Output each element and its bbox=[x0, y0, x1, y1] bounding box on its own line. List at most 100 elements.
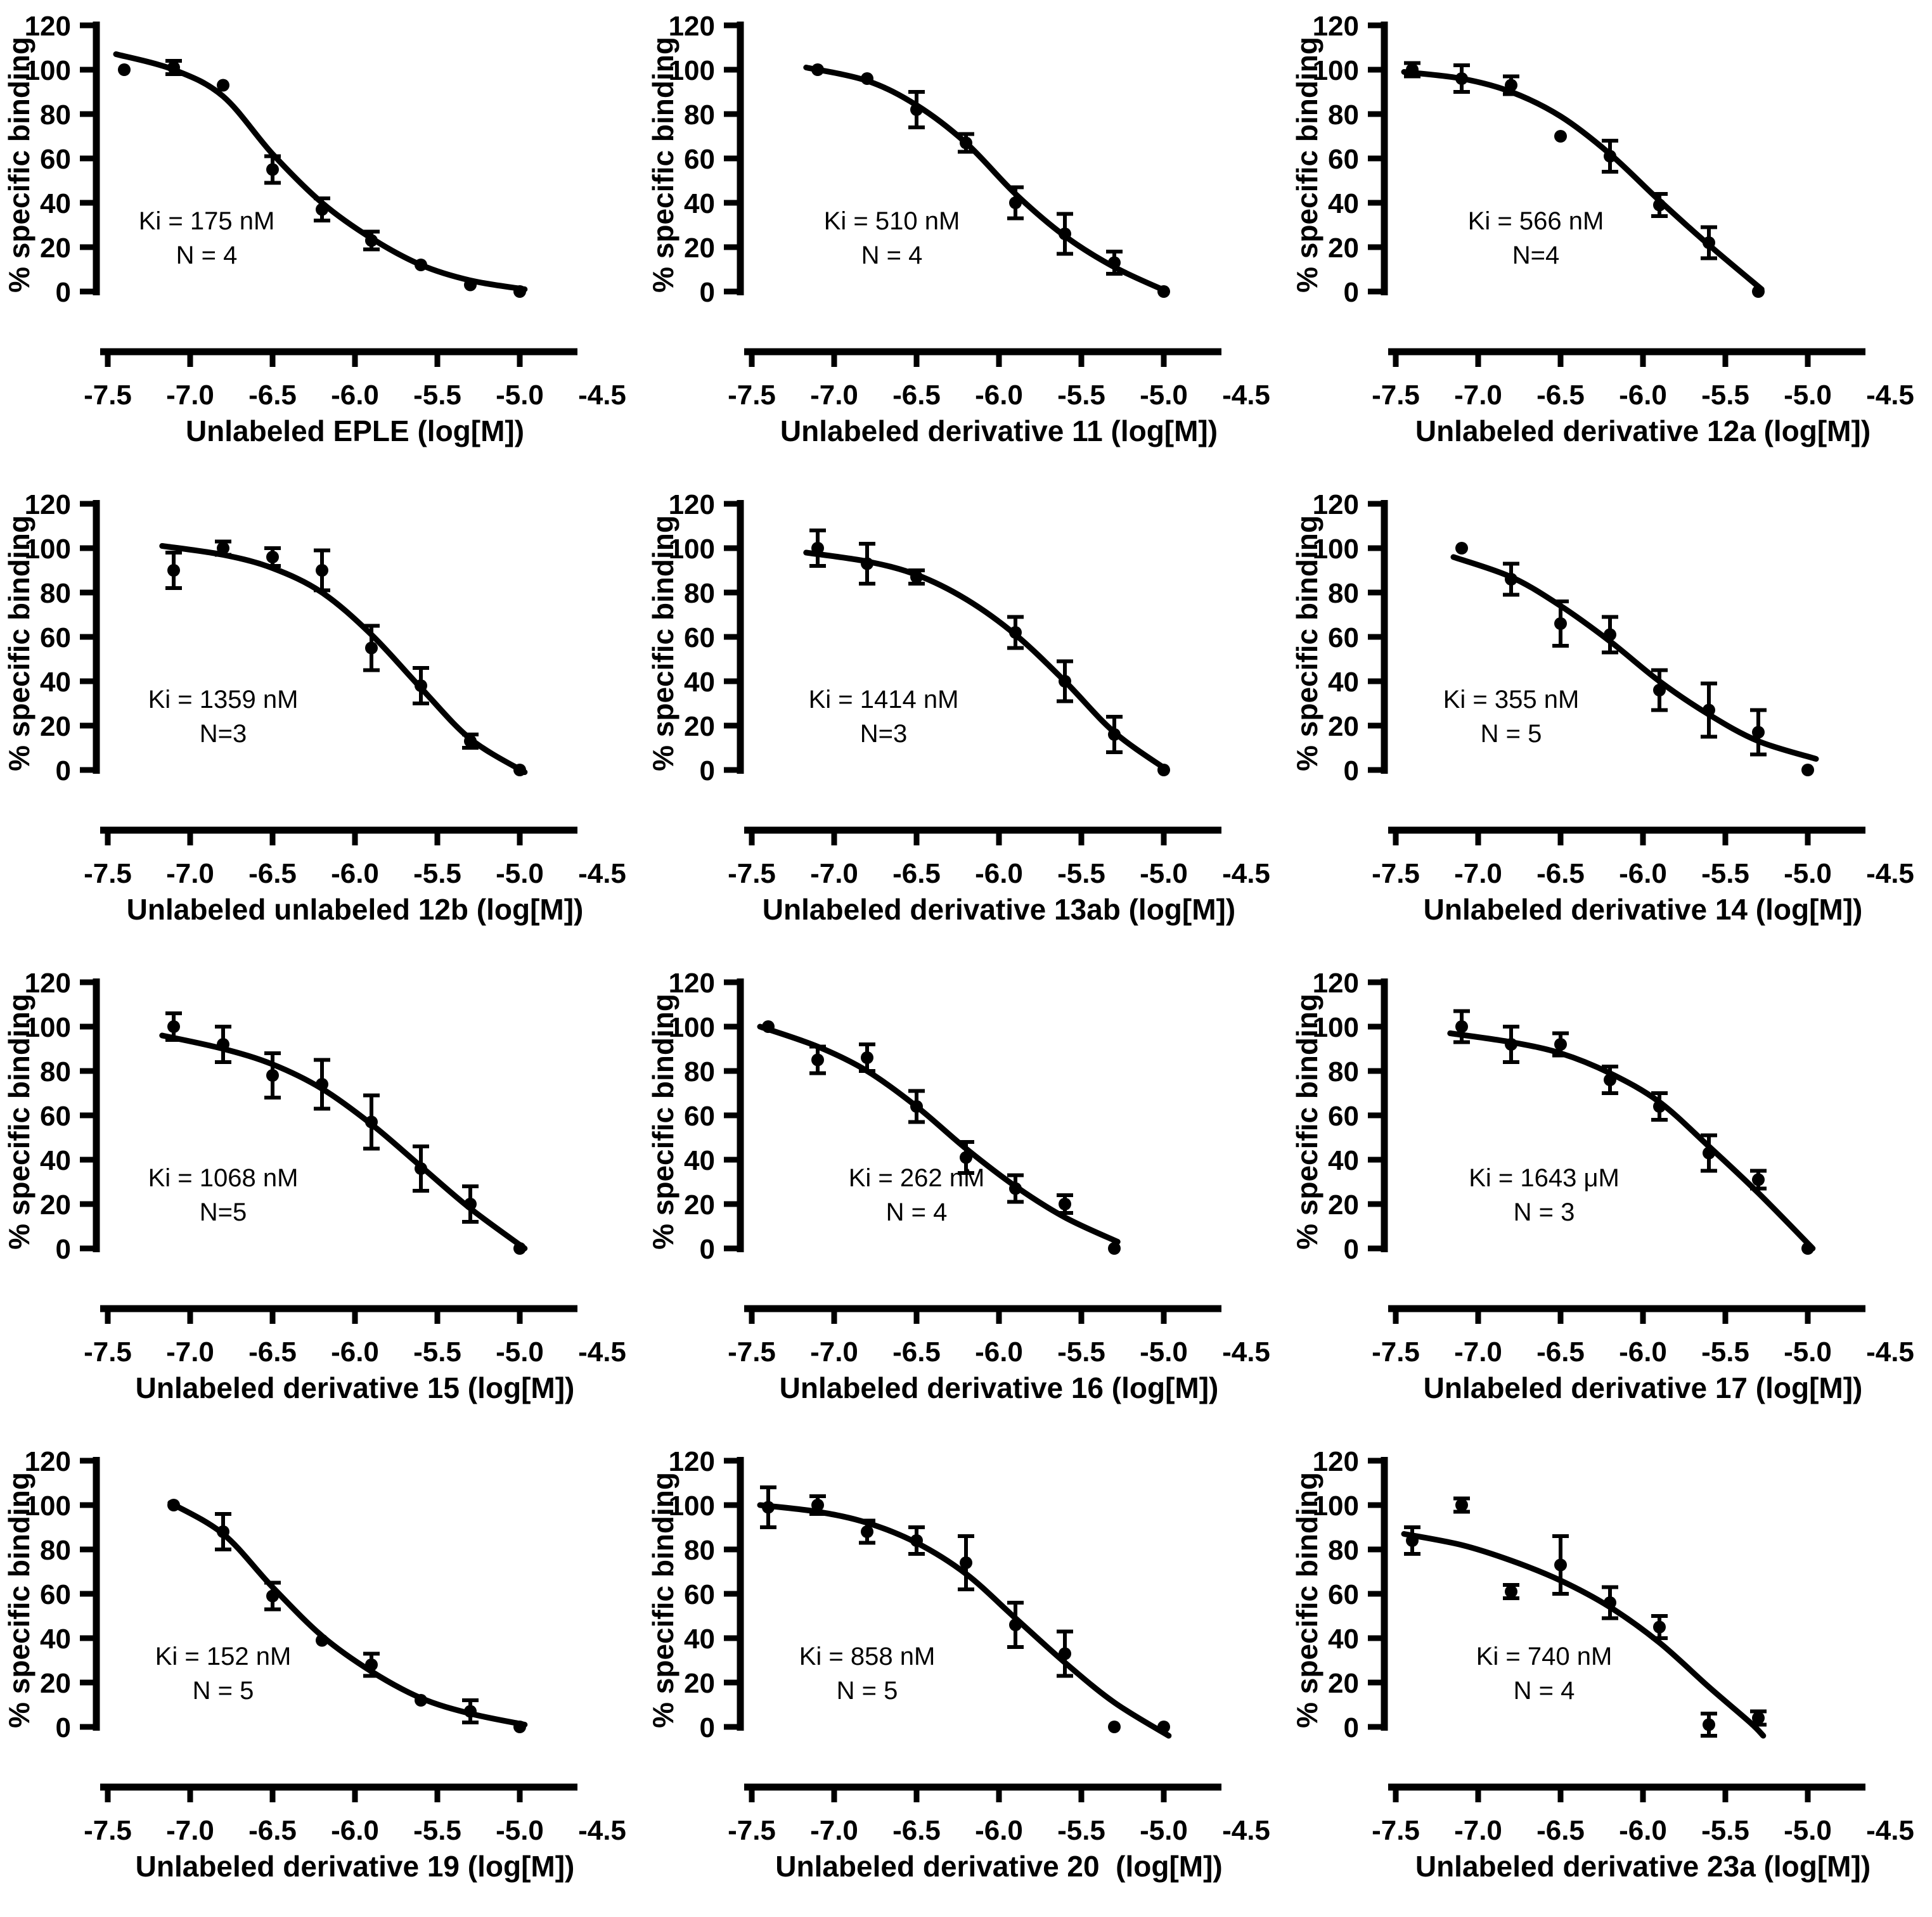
x-axis-title: Unlabeled EPLE (log[M]) bbox=[186, 414, 524, 447]
x-axis-title: Unlabeled derivative 17 (log[M]) bbox=[1424, 1371, 1863, 1404]
y-tick-label: 0 bbox=[700, 1712, 715, 1743]
y-tick-label: 0 bbox=[56, 755, 71, 786]
y-tick-label: 40 bbox=[40, 667, 71, 698]
fit-curve bbox=[757, 1023, 1121, 1245]
data-point bbox=[1009, 1182, 1022, 1195]
x-tick-label: -6.0 bbox=[331, 380, 379, 411]
y-tick-label: 120 bbox=[1313, 968, 1359, 999]
data-point bbox=[1752, 1173, 1765, 1186]
y-tick-label: 40 bbox=[40, 188, 71, 219]
y-tick-label: 40 bbox=[684, 1145, 715, 1176]
data-point bbox=[811, 1053, 824, 1067]
data-point bbox=[415, 259, 427, 271]
data-series bbox=[167, 1499, 526, 1733]
x-tick-label: -4.5 bbox=[1222, 380, 1270, 411]
ki-annotation: Ki = 355 nM bbox=[1443, 686, 1580, 714]
data-point bbox=[415, 1162, 427, 1175]
data-point bbox=[415, 1694, 427, 1707]
x-tick-label: -6.0 bbox=[1619, 380, 1667, 411]
y-tick-label: 80 bbox=[1328, 99, 1359, 131]
panel-derivative-15: 0 20 40 60 80 100 120 -7.5 -7.0 -6.5 -6.0 -5.5 -5.0 -… bbox=[0, 957, 644, 1435]
y-tick-label: 40 bbox=[40, 1624, 71, 1655]
data-point bbox=[1505, 79, 1517, 92]
data-point bbox=[811, 1499, 824, 1511]
x-tick-label: -5.0 bbox=[496, 1815, 544, 1846]
x-tick-label: -7.5 bbox=[84, 858, 132, 889]
data-point bbox=[1505, 573, 1517, 586]
y-tick-label: 0 bbox=[56, 277, 71, 308]
data-point bbox=[1801, 1242, 1814, 1255]
data-point bbox=[762, 1020, 775, 1033]
panel-derivative-17: 0 20 40 60 80 100 120 -7.5 -7.0 -6.5 -6.0 -5.5 -5.0 -… bbox=[1288, 957, 1932, 1435]
y-tick-label: 20 bbox=[684, 1668, 715, 1699]
y-tick-label: 100 bbox=[25, 1491, 71, 1522]
data-point bbox=[464, 278, 477, 292]
y-tick-label: 60 bbox=[40, 622, 71, 653]
error-bars bbox=[809, 529, 1123, 754]
data-point bbox=[1505, 1585, 1517, 1598]
y-tick-label: 100 bbox=[669, 1491, 715, 1522]
x-tick-label: -7.0 bbox=[1454, 1815, 1502, 1846]
y-tick-label: 120 bbox=[25, 968, 71, 999]
data-point bbox=[167, 1499, 180, 1511]
data-point bbox=[861, 72, 873, 85]
x-tick-label: -5.0 bbox=[496, 1337, 544, 1368]
data-point bbox=[762, 1501, 775, 1514]
x-tick-label: -6.5 bbox=[1536, 1337, 1585, 1368]
data-point bbox=[118, 63, 131, 76]
data-point bbox=[167, 61, 180, 74]
y-tick-label: 40 bbox=[1328, 1624, 1359, 1655]
panel-derivative-12a: 0 20 40 60 80 100 120 -7.5 -7.0 -6.5 -6.0 -5.5 -5.0 -… bbox=[1288, 0, 1932, 478]
data-point bbox=[811, 63, 824, 76]
data-point bbox=[365, 234, 378, 247]
y-axis-title: % specific binding bbox=[647, 1472, 679, 1728]
data-point bbox=[365, 1658, 378, 1671]
fit-curve bbox=[1447, 1030, 1816, 1252]
y-axis-title: % specific binding bbox=[3, 515, 35, 771]
panel-derivative-19-chart: 0 20 40 60 80 100 120 -7.5 -7.0 -6.5 -6.0 -5.5 -5.0 -… bbox=[3, 1446, 626, 1883]
data-point bbox=[1703, 236, 1715, 249]
y-tick-label: 20 bbox=[684, 233, 715, 264]
error-bars bbox=[215, 1512, 479, 1724]
data-point bbox=[266, 1069, 279, 1082]
y-tick-label: 100 bbox=[25, 534, 71, 565]
x-tick-label: -6.0 bbox=[975, 380, 1023, 411]
data-point bbox=[365, 1115, 378, 1129]
y-tick-label: 120 bbox=[25, 1446, 71, 1477]
y-tick-label: 100 bbox=[669, 534, 715, 565]
x-axis-title: Unlabeled unlabeled 12b (log[M]) bbox=[127, 893, 584, 926]
y-tick-label: 20 bbox=[40, 1189, 71, 1221]
fit-curve bbox=[803, 65, 1170, 295]
x-tick-label: -6.0 bbox=[975, 858, 1023, 889]
data-point bbox=[217, 1038, 229, 1051]
x-tick-label: -5.0 bbox=[496, 858, 544, 889]
y-tick-label: 80 bbox=[684, 578, 715, 609]
ki-annotation: Ki = 262 nM bbox=[849, 1164, 985, 1192]
data-point bbox=[1059, 1198, 1071, 1210]
y-tick-label: 40 bbox=[1328, 667, 1359, 698]
data-point bbox=[1604, 150, 1616, 163]
data-point bbox=[415, 679, 427, 692]
panel-eple-chart: 0 20 40 60 80 100 120 -7.5 -7.0 -6.5 -6.0 -5.5 -5.0 -… bbox=[3, 11, 626, 447]
data-point bbox=[1604, 1596, 1616, 1609]
y-axis-title: % specific binding bbox=[3, 37, 35, 293]
data-point bbox=[1554, 617, 1567, 630]
y-axis-title: % specific binding bbox=[3, 1472, 35, 1728]
x-tick-label: -6.5 bbox=[892, 1815, 941, 1846]
x-tick-label: -7.0 bbox=[1454, 858, 1502, 889]
data-point bbox=[1505, 1038, 1517, 1051]
data-series bbox=[1455, 542, 1814, 776]
y-tick-label: 20 bbox=[40, 1668, 71, 1699]
data-point bbox=[1108, 1721, 1121, 1733]
y-tick-label: 80 bbox=[40, 1535, 71, 1566]
ki-annotation: Ki = 175 nM bbox=[139, 207, 275, 235]
x-tick-label: -4.5 bbox=[1866, 1337, 1914, 1368]
x-tick-label: -4.5 bbox=[1866, 858, 1914, 889]
data-point bbox=[1108, 1242, 1121, 1255]
y-tick-label: 40 bbox=[1328, 188, 1359, 219]
fit-curve bbox=[757, 1502, 1172, 1739]
data-point bbox=[464, 1198, 477, 1210]
x-tick-label: -6.5 bbox=[1536, 858, 1585, 889]
x-tick-label: -7.0 bbox=[810, 1337, 858, 1368]
data-point bbox=[910, 1100, 923, 1113]
